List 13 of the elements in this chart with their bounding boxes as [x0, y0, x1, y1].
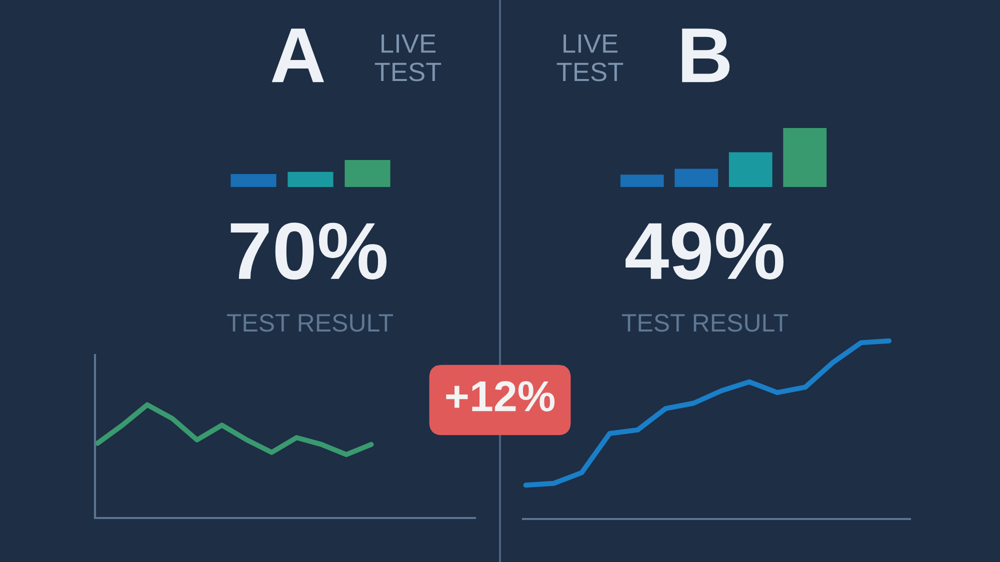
bar: [783, 128, 827, 187]
text: TEST RESULT: [622, 314, 788, 332]
text: B: [682, 28, 730, 82]
bar: [674, 168, 718, 187]
text: 49%: [626, 222, 784, 280]
text: LIVE TEST: [556, 34, 624, 82]
bar: [620, 174, 664, 187]
text: A: [272, 28, 324, 82]
text: LIVE TEST: [374, 34, 442, 82]
text: 70%: [230, 222, 386, 280]
annotation: +12%: [446, 381, 555, 412]
text: TEST RESULT: [226, 314, 394, 332]
bar: [728, 152, 772, 187]
